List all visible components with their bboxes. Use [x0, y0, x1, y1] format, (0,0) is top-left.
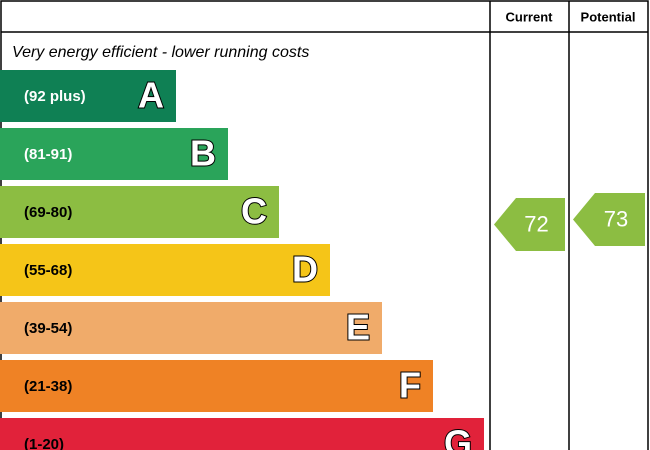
band-range: (81-91) [24, 146, 72, 163]
band-bar [0, 418, 484, 450]
band-bar [0, 302, 382, 354]
band-letter: D [292, 249, 318, 290]
band-range: (92 plus) [24, 88, 86, 105]
band-range: (69-80) [24, 204, 72, 221]
band-letter: G [444, 423, 472, 450]
band-letter: B [190, 133, 216, 174]
band-bar [0, 186, 279, 238]
potential-arrow [573, 193, 645, 246]
current-header: Current [506, 9, 554, 24]
current-value: 72 [524, 211, 548, 236]
band-letter: C [241, 191, 267, 232]
subtitle: Very energy efficient - lower running co… [12, 44, 309, 61]
band-letter: E [346, 307, 370, 348]
band-bar [0, 360, 433, 412]
band-letter: A [138, 75, 164, 116]
band-letter: F [399, 365, 421, 406]
band-range: (39-54) [24, 320, 72, 337]
band-range: (1-20) [24, 436, 64, 450]
band-bar [0, 70, 176, 122]
current-arrow [494, 198, 565, 251]
band-bar [0, 244, 330, 296]
band-bar [0, 128, 228, 180]
band-range: (55-68) [24, 262, 72, 279]
band-range: (21-38) [24, 378, 72, 395]
potential-header: Potential [581, 9, 636, 24]
potential-value: 73 [604, 206, 628, 231]
